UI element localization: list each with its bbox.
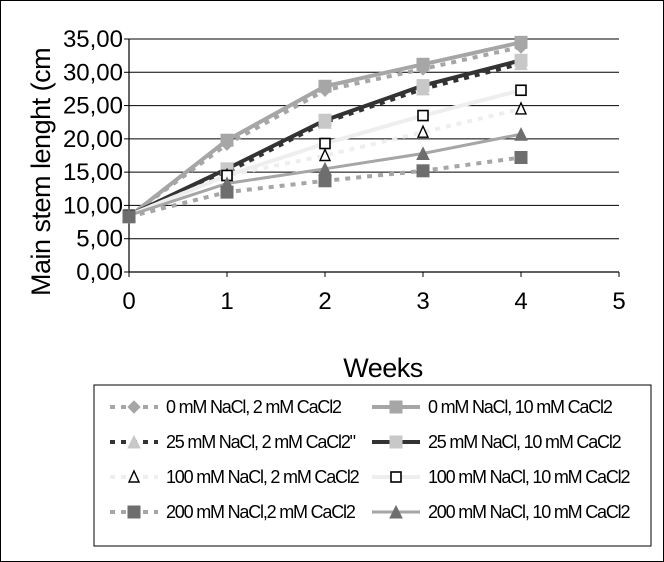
x-tick-label: 5 (612, 288, 625, 315)
axes (128, 39, 620, 277)
data-point (417, 109, 429, 122)
data-point (122, 208, 136, 222)
legend-swatch-marker (389, 435, 403, 449)
y-tick-label: 15,00 (63, 159, 123, 186)
legend-label: 0 mM NaCl, 10 mM CaCl2 (428, 397, 613, 417)
data-point (514, 127, 528, 141)
y-tick-labels: 0,00 5,00 10,00 15,00 20,00 25,00 30,00 35,00 (63, 26, 123, 286)
y-tick-label: 20,00 (63, 126, 123, 153)
series-markers (122, 35, 528, 224)
legend: 0 mM NaCl, 2 mM CaCl2 0 mM NaCl, 10 mM Ca… (93, 384, 652, 547)
y-tick-label: 10,00 (63, 192, 123, 219)
legend-label: 100 mM NaCl, 2 mM CaCl2 (166, 467, 360, 487)
legend-label: 100 mM NaCl, 10 mM CaCl2 (428, 467, 630, 487)
data-point (514, 35, 528, 49)
data-point (318, 113, 332, 127)
legend-label: 200 mM NaCl,2 mM CaCl2 (166, 502, 356, 522)
data-point (318, 147, 332, 162)
data-point (515, 84, 527, 97)
legend-label: 25 mM NaCl, 10 mM CaCl2 (428, 432, 622, 452)
data-point (318, 174, 332, 188)
legend-label: 200 mM NaCl, 10 mM CaCl2 (428, 502, 630, 522)
legend-swatch-marker (127, 400, 141, 414)
y-tick-label: 25,00 (63, 93, 123, 120)
legend-label: 0 mM NaCl, 2 mM CaCl2 (166, 397, 342, 417)
legend-swatch-marker (389, 504, 403, 519)
legend-label: 25 mM NaCl, 2 mM CaCl2" (166, 432, 356, 452)
x-tick-label: 4 (514, 288, 527, 315)
y-tick-label: 35,00 (63, 26, 123, 53)
data-point (416, 57, 430, 71)
data-point (319, 137, 331, 150)
x-tick-label: 2 (318, 288, 331, 315)
legend-box (93, 384, 652, 547)
data-point (514, 150, 528, 164)
y-tick-label: 5,00 (76, 226, 123, 253)
data-point (514, 53, 528, 67)
legend-swatch-marker (127, 469, 141, 483)
data-point (220, 176, 234, 190)
x-tick-labels: 0 1 2 3 4 5 (122, 288, 625, 315)
y-tick-label: 0,00 (76, 259, 123, 286)
legend-swatch-marker (127, 505, 141, 519)
series-lines (127, 40, 522, 219)
data-point (514, 101, 528, 115)
data-point (318, 161, 332, 176)
data-point (318, 79, 332, 93)
x-axis-label: Weeks (343, 353, 423, 383)
y-axis-label: Main stem lenght (cm (26, 48, 56, 296)
x-tick-label: 0 (122, 288, 135, 315)
data-point (220, 133, 234, 147)
legend-swatch-marker (390, 471, 402, 483)
legend-swatch-marker (389, 400, 403, 414)
x-tick-label: 1 (220, 288, 233, 315)
y-tick-label: 30,00 (63, 59, 123, 86)
data-point (416, 124, 430, 138)
x-tick-label: 3 (416, 288, 429, 315)
data-point (416, 146, 430, 161)
legend-swatch-marker (127, 434, 141, 449)
data-point (416, 164, 430, 178)
series-line (128, 61, 522, 218)
data-point (416, 79, 430, 93)
